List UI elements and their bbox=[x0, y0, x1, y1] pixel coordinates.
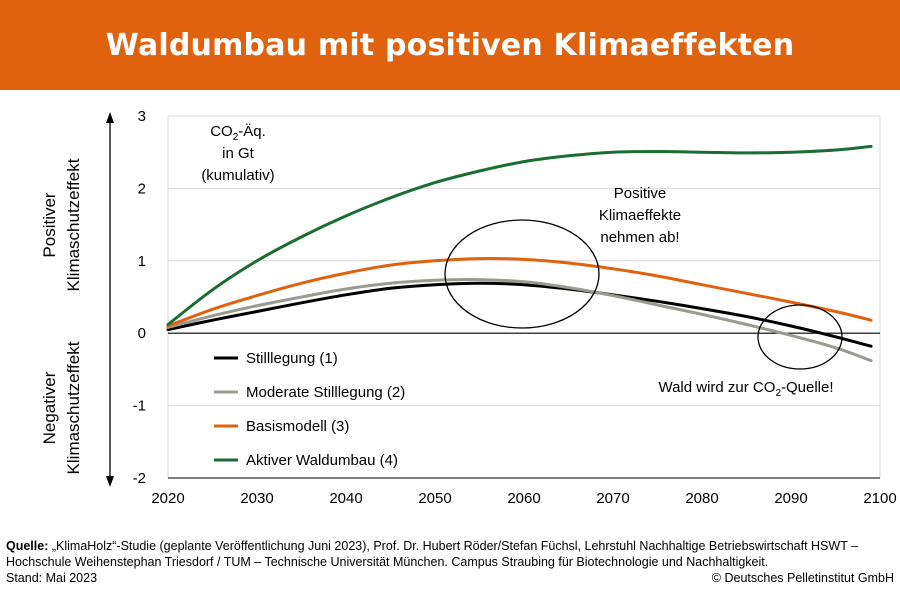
unit-label-line3: (kumulativ) bbox=[201, 167, 274, 184]
legend-label: Aktiver Waldumbau (4) bbox=[246, 452, 398, 469]
unit-label-line2: in Gt bbox=[222, 145, 255, 162]
y-axis-labels: Positiver Klimaschutzeffekt Negativer Kl… bbox=[40, 158, 83, 474]
page-title: Waldumbau mit positiven Klimaeffekten bbox=[105, 27, 795, 63]
highlight-ellipse-crossover bbox=[757, 304, 843, 370]
footer: Quelle: „KlimaHolz“-Studie (geplante Ver… bbox=[6, 538, 894, 586]
x-tick-label: 2020 bbox=[151, 490, 184, 507]
series-lines bbox=[166, 144, 873, 363]
x-tick-label: 2080 bbox=[685, 490, 718, 507]
unit-label-line1: CO2-Äq. bbox=[210, 123, 266, 143]
y-label-negative-line2: Klimaschutzeffekt bbox=[64, 341, 83, 474]
highlight-ellipse-peak bbox=[444, 219, 600, 329]
x-tick-label: 2090 bbox=[774, 490, 807, 507]
x-tick-label: 2050 bbox=[418, 490, 451, 507]
y-direction-arrow-up bbox=[106, 112, 114, 123]
y-tick-label: 3 bbox=[138, 108, 146, 125]
x-tick-label: 2040 bbox=[329, 490, 362, 507]
copyright: © Deutsches Pelletinstitut GmbH bbox=[711, 571, 894, 585]
x-tick-label: 2060 bbox=[507, 490, 540, 507]
source-note: Quelle: „KlimaHolz“-Studie (geplante Ver… bbox=[6, 538, 894, 570]
y-tick-label: -2 bbox=[133, 470, 146, 487]
y-tick-label: 0 bbox=[138, 325, 146, 342]
source-label: Quelle: bbox=[6, 539, 49, 553]
annotation-positive-line3: nehmen ab! bbox=[600, 229, 679, 246]
axes: -2 -1 0 1 2 3 2020 2030 2040 2050 2060 2070 2080 2090… bbox=[106, 108, 897, 507]
source-text: „KlimaHolz“-Studie (geplante Veröffentli… bbox=[6, 539, 859, 569]
annotation-positive-line1: Positive bbox=[614, 185, 667, 202]
stand-date: Stand: Mai 2023 bbox=[6, 571, 98, 585]
legend-label: Stilllegung (1) bbox=[246, 350, 338, 367]
y-tick-label: -1 bbox=[133, 398, 146, 415]
y-tick-label: 1 bbox=[138, 253, 146, 270]
y-tick-label: 2 bbox=[138, 180, 146, 197]
series-line-stilllegung-1 bbox=[166, 281, 873, 348]
line-chart: -2 -1 0 1 2 3 2020 2030 2040 2050 2060 2070 2080 2090… bbox=[40, 108, 897, 507]
annotation-positive-line2: Klimaeffekte bbox=[599, 207, 681, 224]
y-label-positive-line1: Positiver bbox=[40, 192, 59, 258]
annotation-co2-source: Wald wird zur CO2-Quelle! bbox=[658, 379, 833, 399]
y-label-negative-line1: Negativer bbox=[40, 371, 59, 444]
annotations: CO2-Äq. in Gt (kumulativ) Positive Klima… bbox=[201, 123, 843, 399]
x-tick-label: 2030 bbox=[240, 490, 273, 507]
legend-label: Moderate Stilllegung (2) bbox=[246, 384, 405, 401]
series-line-aktiver-waldumbau-4 bbox=[166, 144, 873, 326]
legend: Stilllegung (1) Moderate Stilllegung (2) B… bbox=[214, 350, 405, 469]
series-line-basismodell-3 bbox=[166, 257, 873, 328]
y-direction-arrow-down bbox=[106, 476, 114, 487]
legend-label: Basismodell (3) bbox=[246, 418, 349, 435]
x-tick-label: 2100 bbox=[863, 490, 896, 507]
title-banner: Waldumbau mit positiven Klimaeffekten bbox=[0, 0, 900, 90]
x-tick-label: 2070 bbox=[596, 490, 629, 507]
y-label-positive-line2: Klimaschutzeffekt bbox=[64, 158, 83, 291]
